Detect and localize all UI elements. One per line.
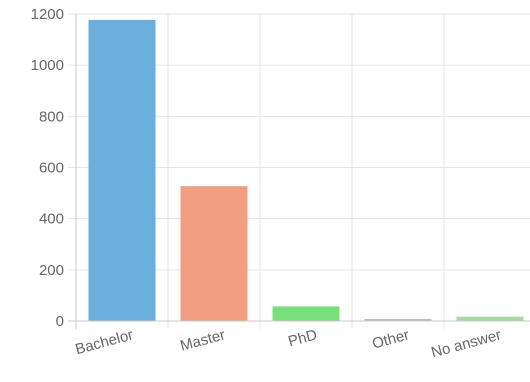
bar-phd [272,306,340,322]
y-axis-tick-labels: 0 200 400 600 800 1000 1200 [31,6,64,330]
y-tick-label: 1200 [31,6,64,23]
x-tick-label: No answer [429,326,503,361]
bar-group [88,19,524,322]
y-tick-label: 400 [39,211,64,228]
y-tick-label: 0 [56,313,64,330]
vertical-gridlines [167,14,445,329]
y-tick-label: 600 [39,160,64,177]
x-tick-label: Bachelor [73,326,135,358]
bar-master [180,186,248,322]
x-tick-label: PhD [286,326,319,350]
y-tick-label: 800 [39,108,64,125]
x-tick-label: Master [178,326,227,354]
x-tick-label: Other [370,326,411,352]
bar-no-answer [456,316,524,322]
bar-bachelor [88,19,156,322]
y-tick-label: 1000 [31,57,64,74]
x-axis-category-labels: Bachelor Master PhD Other No answer [73,326,503,361]
y-tick-label: 200 [39,262,64,279]
